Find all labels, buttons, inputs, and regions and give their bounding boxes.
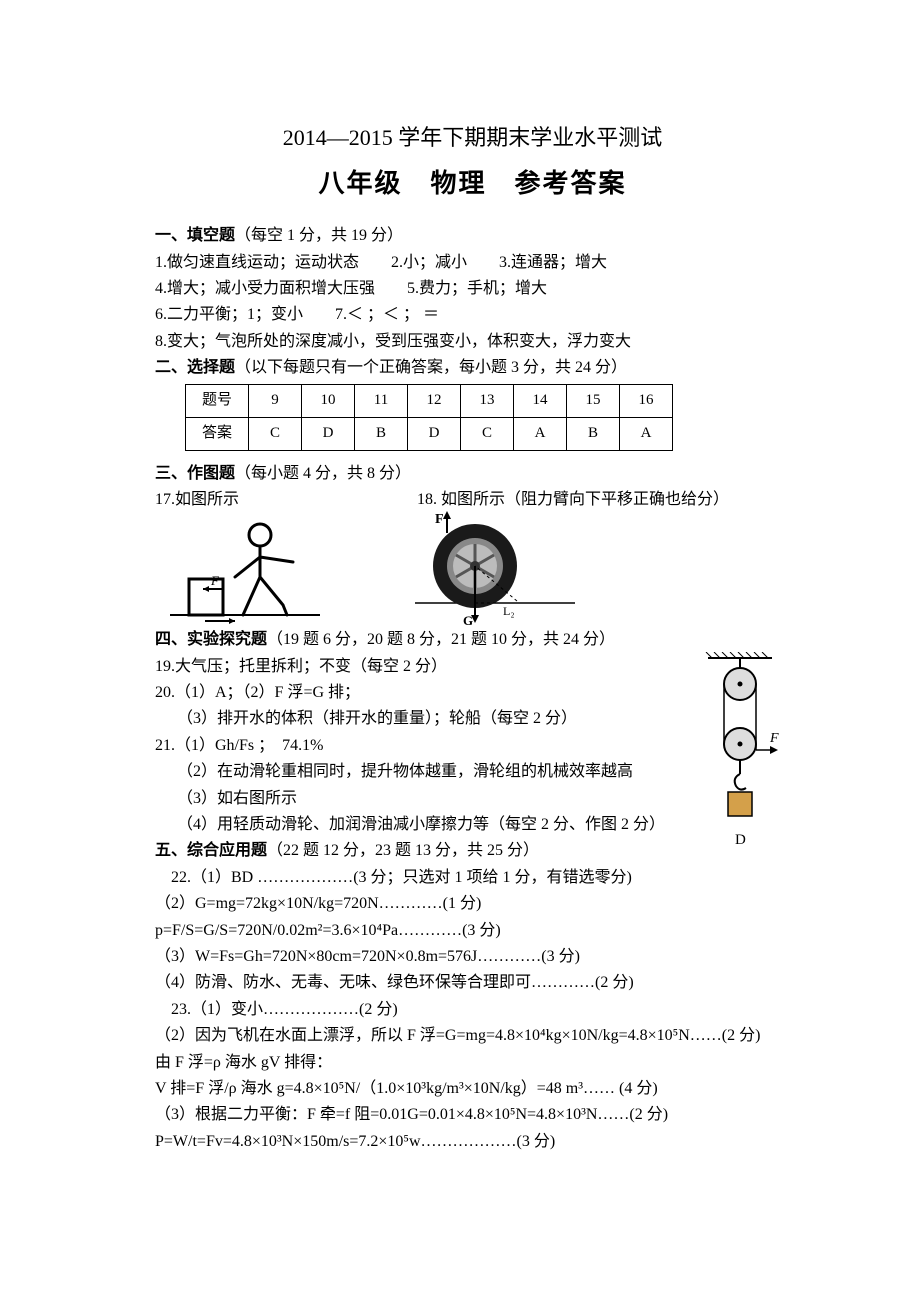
- q19: 19.大气压；托里拆利；不变（每空 2 分）: [155, 654, 790, 680]
- sec3-l1: 17.如图所示 18. 如图所示（阻力臂向下平移正确也给分）: [155, 487, 790, 513]
- page: 2014—2015 学年下期期末学业水平测试 八年级 物理 参考答案 一、填空题…: [0, 0, 920, 1302]
- sec3-head-line: 三、作图题（每小题 4 分，共 8 分）: [155, 461, 790, 487]
- q23-2: （2）因为飞机在水面上漂浮，所以 F 浮=G=mg=4.8×10⁴kg×10N/…: [155, 1023, 790, 1049]
- sec1-l4: 8.变大；气泡所处的深度减小，受到压强变小，体积变大，浮力变大: [155, 329, 790, 355]
- fig18-label-L2: L₂: [503, 604, 515, 618]
- figures-row: F f F: [155, 517, 790, 627]
- q23-6: P=W/t=Fv=4.8×10³N×150m/s=7.2×10⁵w………………(…: [155, 1129, 790, 1155]
- sec1-note: （每空 1 分，共 19 分）: [235, 227, 403, 244]
- a-val: A: [514, 417, 567, 450]
- title-main: 2014—2015 学年下期期末学业水平测试: [155, 120, 790, 156]
- a-val: A: [620, 417, 673, 450]
- sec1-head-line: 一、填空题（每空 1 分，共 19 分）: [155, 223, 790, 249]
- sec3-head: 三、作图题: [155, 465, 235, 482]
- a-val: B: [355, 417, 408, 450]
- table-row: 题号 9 10 11 12 13 14 15 16: [186, 384, 673, 417]
- q20-2: （3）排开水的体积（排开水的重量）；轮船（每空 2 分）: [155, 706, 790, 732]
- q21-4: （4）用轻质动滑轮、加润滑油减小摩擦力等（每空 2 分、作图 2 分）: [155, 812, 790, 838]
- fig18-label-F: F: [435, 512, 444, 527]
- q23-1: 23.（1）变小………………(2 分): [155, 997, 790, 1023]
- sec2-head-line: 二、选择题（以下每题只有一个正确答案，每小题 3 分，共 24 分）: [155, 355, 790, 381]
- sec3-note: （每小题 4 分，共 8 分）: [235, 465, 411, 482]
- pulley-diagram: F D: [700, 652, 780, 852]
- sec4-head: 四、实验探究题: [155, 631, 267, 648]
- q21-1: 21.（1）Gh/Fs ； 74.1%: [155, 733, 790, 759]
- sec4-head-line: 四、实验探究题（19 题 6 分，20 题 8 分，21 题 10 分，共 24…: [155, 627, 790, 653]
- q23-5: （3）根据二力平衡：F 牵=f 阻=0.01G=0.01×4.8×10⁵N=4.…: [155, 1102, 790, 1128]
- q21-2: （2）在动滑轮重相同时，提升物体越重，滑轮组的机械效率越高: [155, 759, 790, 785]
- q-num: 9: [249, 384, 302, 417]
- fig17-label-F: F: [210, 573, 220, 588]
- a-val: C: [461, 417, 514, 450]
- q-label: 题号: [186, 384, 249, 417]
- q22-5: （4）防滑、防水、无毒、无味、绿色环保等合理即可…………(2 分): [155, 970, 790, 996]
- sec2-head: 二、选择题: [155, 359, 235, 376]
- a-val: D: [408, 417, 461, 450]
- title-sub: 八年级 物理 参考答案: [155, 162, 790, 205]
- sec1-head: 一、填空题: [155, 227, 235, 244]
- fig18-diagram: F G L₂: [405, 511, 585, 629]
- answer-table: 题号 9 10 11 12 13 14 15 16 答案 C D B D C A…: [185, 384, 673, 451]
- q22-1: 22.（1）BD ………………(3 分；只选对 1 项给 1 分，有错选零分): [155, 865, 790, 891]
- fig17-diagram: F f: [165, 517, 325, 625]
- q18-text: 18. 如图所示（阻力臂向下平移正确也给分）: [417, 491, 729, 508]
- sec1-l3: 6.二力平衡；1；变小 7.＜ ；＜ ； ＝: [155, 302, 790, 328]
- q-num: 14: [514, 384, 567, 417]
- q23-4: V 排=F 浮/ρ 海水 g=4.8×10⁵N/（1.0×10³kg/m³×10…: [155, 1076, 790, 1102]
- q-num: 13: [461, 384, 514, 417]
- q22-3: p=F/S=G/S=720N/0.02m²=3.6×10⁴Pa…………(3 分): [155, 918, 790, 944]
- sec4-note: （19 题 6 分，20 题 8 分，21 题 10 分，共 24 分）: [267, 631, 615, 648]
- sec5-head-line: 五、综合应用题（22 题 12 分，23 题 13 分，共 25 分）: [155, 838, 790, 864]
- table-row: 答案 C D B D C A B A: [186, 417, 673, 450]
- q-num: 10: [302, 384, 355, 417]
- sec5-head: 五、综合应用题: [155, 842, 267, 859]
- fig18-label-G: G: [463, 613, 473, 628]
- q23-3: 由 F 浮=ρ 海水 gV 排得：: [155, 1050, 790, 1076]
- q-num: 11: [355, 384, 408, 417]
- a-val: C: [249, 417, 302, 450]
- a-val: D: [302, 417, 355, 450]
- q-num: 15: [567, 384, 620, 417]
- a-val: B: [567, 417, 620, 450]
- q20-1: 20.（1）A；（2）F 浮=G 排；: [155, 680, 790, 706]
- sec2-note: （以下每题只有一个正确答案，每小题 3 分，共 24 分）: [235, 359, 627, 376]
- q17-text: 17.如图所示: [155, 491, 239, 508]
- sec1-l1: 1.做匀速直线运动；运动状态 2.小；减小 3.连通器；增大: [155, 250, 790, 276]
- pulley-label-F: F: [769, 731, 779, 746]
- q22-2: （2）G=mg=72kg×10N/kg=720N…………(1 分): [155, 891, 790, 917]
- a-label: 答案: [186, 417, 249, 450]
- q21-3: （3）如右图所示: [155, 786, 790, 812]
- pulley-label-D: D: [735, 832, 746, 848]
- sec1-l2: 4.增大；减小受力面积增大压强 5.费力；手机；增大: [155, 276, 790, 302]
- q-num: 16: [620, 384, 673, 417]
- sec5-note: （22 题 12 分，23 题 13 分，共 25 分）: [267, 842, 539, 859]
- q22-4: （3）W=Fs=Gh=720N×80cm=720N×0.8m=576J…………(…: [155, 944, 790, 970]
- q-num: 12: [408, 384, 461, 417]
